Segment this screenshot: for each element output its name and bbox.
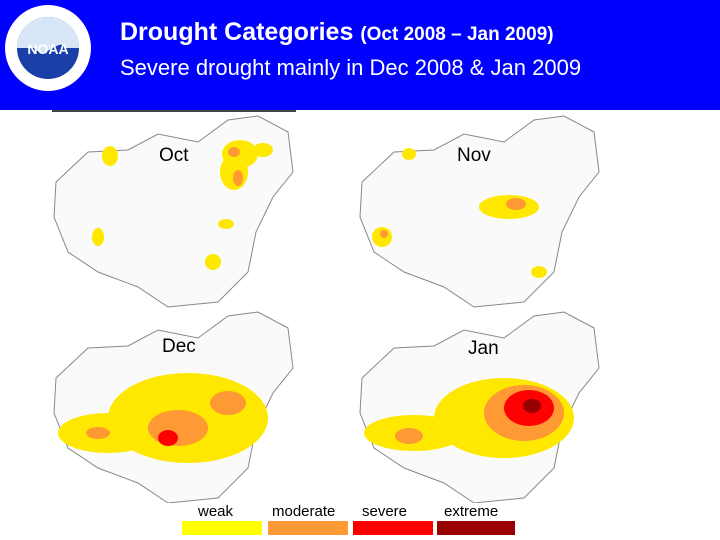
legend-label-weak: weak <box>198 503 234 520</box>
legend-label-moderate: moderate <box>272 503 336 520</box>
map-jan <box>359 311 600 503</box>
legend-swatch-weak <box>182 521 262 535</box>
map-oct <box>53 115 294 308</box>
map-label-jan: Jan <box>468 338 499 359</box>
page-title: Drought Categories (Oct 2008 – Jan 2009) <box>120 18 554 47</box>
map-nov <box>359 115 600 308</box>
map-label-nov: Nov <box>457 145 491 166</box>
title-main: Drought Categories <box>120 18 354 46</box>
map-label-dec: Dec <box>162 336 196 357</box>
legend-label-extreme: extreme <box>444 503 499 520</box>
svg-text:NOAA: NOAA <box>27 41 68 57</box>
title-dates: (Oct 2008 – Jan 2009) <box>360 24 554 45</box>
legend-swatch-moderate <box>268 521 348 535</box>
legend-label-severe: severe <box>362 503 408 520</box>
legend-swatch-severe <box>353 521 433 535</box>
divider <box>52 110 296 112</box>
noaa-logo: NOAA <box>5 5 91 91</box>
map-label-oct: Oct <box>159 145 189 166</box>
page-subtitle: Severe drought mainly in Dec 2008 & Jan … <box>120 55 582 80</box>
header-banner: NOAA Drought Categories (Oct 2008 – Jan … <box>0 0 720 110</box>
legend-swatch-extreme <box>437 521 515 535</box>
map-dec <box>53 311 294 503</box>
